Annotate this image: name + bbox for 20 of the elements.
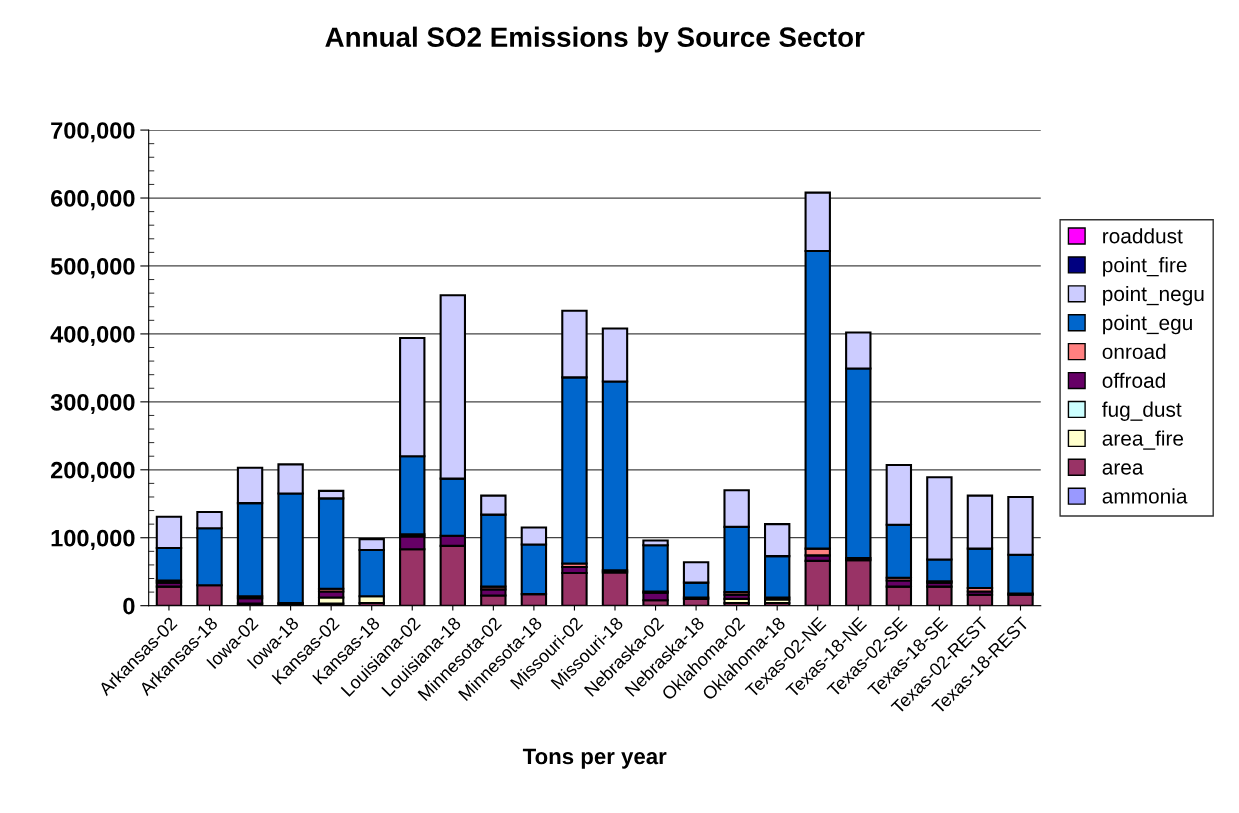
y-tick-label: 0 bbox=[123, 597, 135, 615]
y-tick-label: 700,000 bbox=[51, 122, 135, 143]
legend-label: point_egu bbox=[1103, 314, 1192, 335]
y-tick-label: 400,000 bbox=[50, 325, 135, 347]
y-tick-label: 300,000 bbox=[50, 393, 135, 415]
y-tick-label: 200,000 bbox=[50, 461, 135, 483]
y-tick-label: 500,000 bbox=[50, 258, 135, 279]
y-tick-label: 600,000 bbox=[51, 190, 135, 211]
legend-label: area_fire bbox=[1102, 430, 1184, 450]
legend-label: point_negu bbox=[1103, 285, 1204, 306]
legend-label: ammonia bbox=[1102, 488, 1188, 504]
legend-label: roaddust bbox=[1103, 228, 1183, 244]
legend-label: fug_dust bbox=[1102, 401, 1182, 422]
legend-label: offroad bbox=[1102, 372, 1165, 388]
legend-label: onroad bbox=[1102, 343, 1166, 360]
chart-title: Annual SO2 Emissions by Source Sector bbox=[325, 26, 865, 53]
legend-label: point_fire bbox=[1103, 257, 1187, 277]
x-axis-title: Tons per year bbox=[522, 748, 667, 769]
y-tick-label: 100,000 bbox=[51, 529, 135, 550]
legend-label: area bbox=[1102, 463, 1144, 475]
